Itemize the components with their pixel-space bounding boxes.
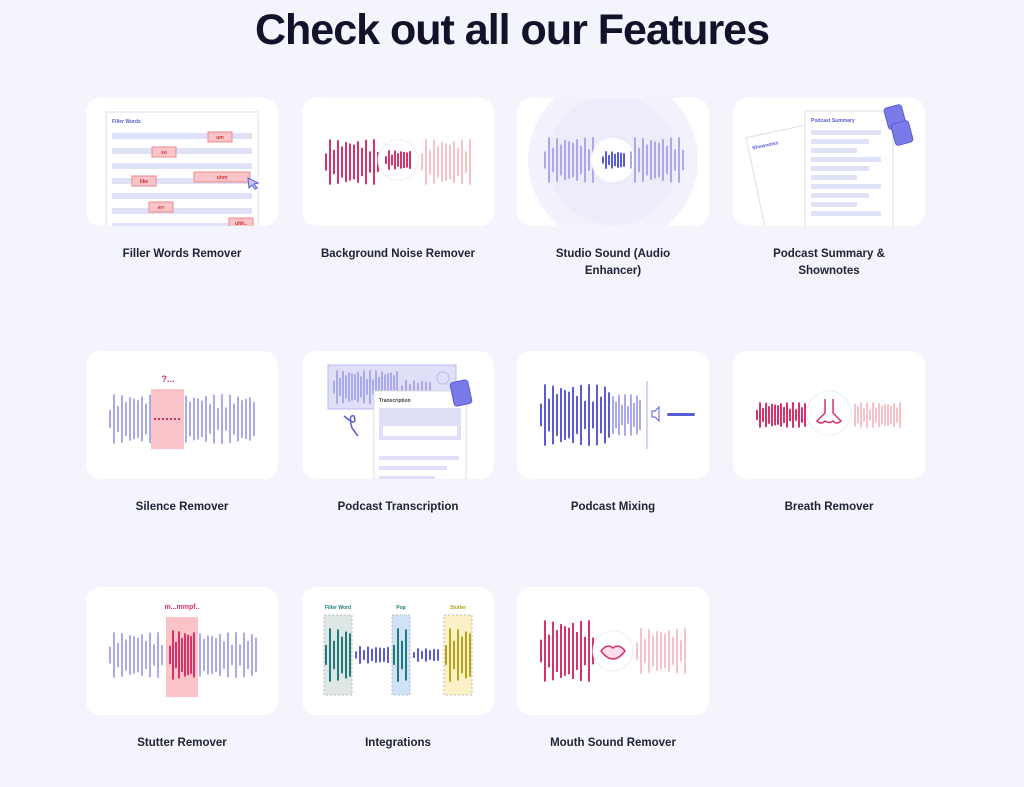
art-text: err — [158, 205, 165, 211]
feature-illustration: Shownotes Podcast Summary — [745, 104, 914, 226]
art-text: um — [216, 135, 224, 141]
feature-illustration: Filler Words um so like uhm err uhh.. — [105, 111, 260, 226]
feature-card-mouth-sound-remover[interactable] — [517, 587, 709, 715]
feature-illustration — [756, 390, 901, 436]
feature-illustration — [528, 98, 698, 226]
feature-label[interactable]: Mouth Sound Remover — [550, 737, 676, 749]
art-text: Filler Word — [325, 605, 351, 611]
feature-label[interactable]: Filler Words Remover — [122, 248, 242, 260]
art-text: so — [161, 150, 167, 156]
feature-card-podcast-mixing[interactable] — [517, 351, 709, 479]
art-text: m...mmpf.. — [164, 604, 199, 611]
feature-illustration: Transcription — [327, 364, 473, 479]
feature-illustration — [540, 620, 686, 682]
cursor-icon — [247, 177, 260, 190]
nose-icon — [815, 399, 843, 424]
speaker-icon — [651, 405, 660, 423]
art-text: Podcast Summary — [811, 118, 855, 124]
art-text: uhh.. — [235, 221, 248, 226]
art-text: uhm — [217, 175, 228, 181]
feature-label[interactable]: Stutter Remover — [137, 737, 227, 749]
art-text: Transcription — [379, 398, 411, 404]
page-title: Check out all our Features — [254, 6, 770, 54]
feature-card-podcast-transcription[interactable]: Transcription — [302, 351, 494, 479]
feature-illustration — [540, 381, 695, 449]
feature-label[interactable]: Studio Sound (Audio Enhancer) — [555, 248, 671, 277]
feature-card-integrations[interactable]: Filler Word Pop Stutter — [302, 587, 494, 715]
feature-label[interactable]: Podcast Summary & Shownotes — [773, 248, 885, 277]
feature-card-stutter-remover[interactable]: m...mmpf.. — [86, 587, 278, 715]
feature-illustration: Filler Word Pop Stutter — [323, 605, 473, 696]
feature-illustration: m...mmpf.. — [109, 604, 257, 697]
art-text: Stutter — [450, 605, 466, 611]
feature-card-background-noise-remover[interactable] — [302, 98, 494, 226]
lips-icon — [600, 645, 626, 660]
feature-label[interactable]: Integrations — [365, 737, 431, 749]
art-text: Shownotes — [752, 140, 780, 151]
art-text: like — [140, 179, 149, 185]
feature-label[interactable]: Background Noise Remover — [320, 248, 475, 260]
feature-card-filler-words-remover[interactable]: Filler Words um so like uhm err uhh.. — [86, 98, 278, 226]
art-text: ?... — [162, 374, 175, 384]
feature-illustration: ?... — [109, 374, 255, 449]
document-icon — [890, 120, 914, 146]
feature-label[interactable]: Podcast Mixing — [570, 501, 656, 513]
art-text: Filler Words — [112, 119, 141, 125]
feature-illustration — [325, 139, 471, 185]
feature-card-breath-remover[interactable] — [733, 351, 925, 479]
feature-label[interactable]: Podcast Transcription — [337, 501, 459, 513]
document-icon — [449, 379, 473, 407]
feature-card-silence-remover[interactable]: ?... — [86, 351, 278, 479]
feature-card-podcast-summary-shownotes[interactable]: Shownotes Podcast Summary — [733, 98, 925, 226]
art-text: Pop — [396, 605, 405, 611]
feature-card-studio-sound-audio-enhancer[interactable] — [517, 98, 709, 226]
feature-label[interactable]: Silence Remover — [135, 501, 229, 513]
feature-label[interactable]: Breath Remover — [784, 501, 874, 513]
